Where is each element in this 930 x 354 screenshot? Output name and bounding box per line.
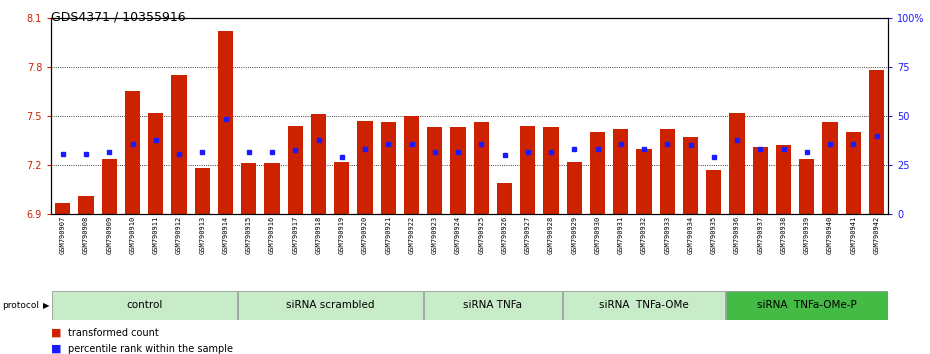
Bar: [237, 291, 422, 320]
Text: GSM790919: GSM790919: [339, 216, 345, 254]
Bar: [659, 129, 675, 214]
Bar: [55, 203, 71, 214]
Text: GSM790925: GSM790925: [478, 216, 485, 254]
Text: GSM790928: GSM790928: [548, 216, 554, 254]
Bar: [427, 127, 443, 214]
Text: ■: ■: [51, 328, 61, 338]
Bar: [543, 127, 559, 214]
Text: GSM790915: GSM790915: [246, 216, 252, 254]
Text: GSM790912: GSM790912: [176, 216, 182, 254]
Bar: [776, 145, 791, 214]
Text: GSM790921: GSM790921: [385, 216, 392, 254]
Bar: [125, 91, 140, 214]
Text: GSM790918: GSM790918: [315, 216, 322, 254]
Text: GSM790913: GSM790913: [199, 216, 206, 254]
Text: GSM790932: GSM790932: [641, 216, 647, 254]
Text: GSM790907: GSM790907: [60, 216, 66, 254]
Text: GSM790908: GSM790908: [83, 216, 89, 254]
Bar: [752, 147, 768, 214]
Text: GSM790931: GSM790931: [618, 216, 624, 254]
Bar: [194, 169, 210, 214]
Text: siRNA scrambled: siRNA scrambled: [286, 300, 375, 310]
Bar: [218, 31, 233, 214]
Bar: [725, 291, 887, 320]
Text: GSM790926: GSM790926: [501, 216, 508, 254]
Text: GSM790940: GSM790940: [827, 216, 833, 254]
Text: GSM790937: GSM790937: [757, 216, 764, 254]
Bar: [497, 183, 512, 214]
Bar: [869, 70, 884, 214]
Text: GSM790939: GSM790939: [804, 216, 810, 254]
Bar: [683, 137, 698, 214]
Bar: [357, 121, 373, 214]
Text: control: control: [126, 300, 163, 310]
Text: siRNA  TNFa-OMe-P: siRNA TNFa-OMe-P: [757, 300, 857, 310]
Text: GSM790935: GSM790935: [711, 216, 717, 254]
Bar: [520, 126, 536, 214]
Bar: [404, 116, 419, 214]
Text: ▶: ▶: [43, 301, 49, 310]
Bar: [264, 164, 280, 214]
Text: GSM790929: GSM790929: [571, 216, 578, 254]
Text: GSM790914: GSM790914: [222, 216, 229, 254]
Bar: [822, 122, 838, 214]
Text: GSM790922: GSM790922: [408, 216, 415, 254]
Bar: [380, 122, 396, 214]
Text: GSM790924: GSM790924: [455, 216, 461, 254]
Bar: [241, 164, 257, 214]
Bar: [706, 170, 722, 214]
Text: GSM790917: GSM790917: [292, 216, 299, 254]
Text: GSM790938: GSM790938: [780, 216, 787, 254]
Text: GSM790920: GSM790920: [362, 216, 368, 254]
Text: GSM790936: GSM790936: [734, 216, 740, 254]
Bar: [51, 291, 236, 320]
Text: ■: ■: [51, 344, 61, 354]
Text: GSM790923: GSM790923: [432, 216, 438, 254]
Text: protocol: protocol: [2, 301, 39, 310]
Text: GSM790930: GSM790930: [594, 216, 601, 254]
Bar: [450, 127, 466, 214]
Bar: [148, 113, 164, 214]
Text: GSM790933: GSM790933: [664, 216, 671, 254]
Bar: [636, 149, 652, 214]
Text: GSM790927: GSM790927: [525, 216, 531, 254]
Bar: [473, 122, 489, 214]
Bar: [311, 114, 326, 214]
Text: GSM790942: GSM790942: [873, 216, 880, 254]
Bar: [78, 196, 94, 214]
Text: percentile rank within the sample: percentile rank within the sample: [68, 344, 232, 354]
Bar: [799, 159, 815, 214]
Bar: [564, 291, 725, 320]
Text: GSM790941: GSM790941: [850, 216, 857, 254]
Bar: [566, 162, 582, 214]
Bar: [729, 113, 745, 214]
Text: GSM790916: GSM790916: [269, 216, 275, 254]
Text: siRNA  TNFa-OMe: siRNA TNFa-OMe: [599, 300, 689, 310]
Text: GSM790934: GSM790934: [687, 216, 694, 254]
Bar: [287, 126, 303, 214]
Text: siRNA TNFa: siRNA TNFa: [463, 300, 523, 310]
Bar: [845, 132, 861, 214]
Bar: [334, 162, 350, 214]
Bar: [613, 129, 629, 214]
Text: GSM790910: GSM790910: [129, 216, 136, 254]
Text: GSM790911: GSM790911: [153, 216, 159, 254]
Bar: [101, 159, 117, 214]
Text: GSM790909: GSM790909: [106, 216, 113, 254]
Bar: [423, 291, 562, 320]
Bar: [590, 132, 605, 214]
Text: transformed count: transformed count: [68, 328, 159, 338]
Text: GDS4371 / 10355916: GDS4371 / 10355916: [51, 11, 186, 24]
Bar: [171, 75, 187, 214]
